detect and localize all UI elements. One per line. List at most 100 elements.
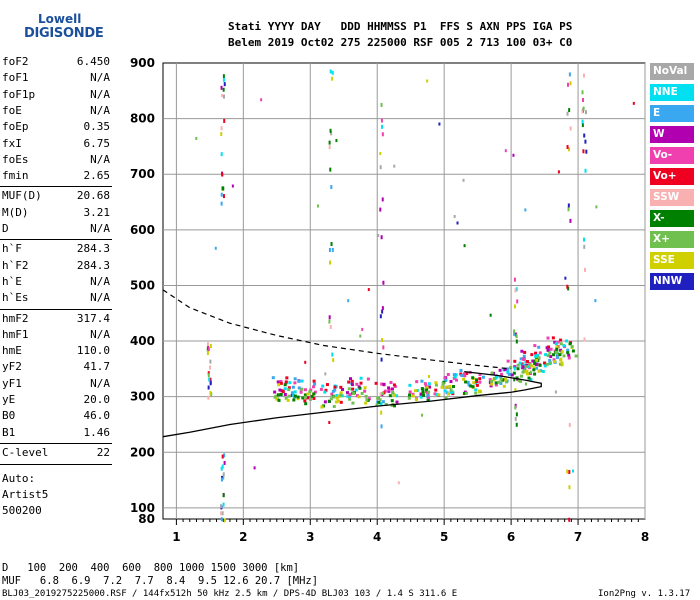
echo-point-x (521, 370, 525, 374)
echo-point-o (284, 380, 288, 384)
echo-point-x (301, 396, 305, 400)
echo-point-noise (328, 421, 331, 425)
echo-point-x (352, 391, 356, 395)
echo-point-o (313, 390, 317, 394)
echo-point-o (522, 354, 526, 358)
echo-point-x (434, 383, 438, 387)
digisonde-logo: Lowell DIGISONDE (10, 8, 104, 56)
echo-point-o (459, 369, 463, 373)
echo-point-x (337, 394, 341, 398)
echo-point-x (516, 367, 520, 371)
echo-point-x (538, 363, 542, 367)
echo-point-noise (581, 90, 584, 95)
echo-point-x (528, 363, 532, 367)
echo-point-o (330, 392, 334, 396)
file-info-footer: BLJ03_2019275225000.RSF / 144fx512h 50 k… (2, 589, 458, 599)
echo-point-o (426, 396, 430, 400)
param-name: foEs (2, 152, 29, 166)
legend-vo-swatch: Vo- (650, 147, 694, 164)
distance-row: D 100 200 400 600 800 1000 1500 3000 [km… (2, 562, 300, 574)
echo-point-noise (331, 70, 334, 75)
echo-point-noise (330, 131, 333, 136)
param-row: M(D) 3.21 (2, 206, 110, 220)
echo-point-noise (328, 247, 331, 252)
echo-point-noise (209, 377, 212, 382)
param-value: 3.21 (83, 205, 111, 219)
y-tick-label: 600 (130, 223, 155, 237)
echo-point-noise (583, 337, 586, 342)
echo-point-o (520, 349, 524, 353)
echo-point-x (533, 362, 537, 366)
echo-point-o (548, 358, 552, 362)
param-value: N/A (90, 222, 110, 235)
param-row: B0 46.0 (2, 409, 110, 423)
param-row: foF1 N/A (2, 71, 110, 85)
echo-point-o (339, 400, 343, 404)
echo-point-noise (381, 197, 384, 202)
echo-point-noise (231, 184, 234, 188)
echo-point-o (297, 386, 301, 390)
echo-point-x (303, 395, 307, 399)
echo-point-x (523, 370, 527, 374)
echo-point-noise (581, 123, 584, 128)
echo-point-noise (380, 118, 383, 123)
echo-point-noise (222, 186, 225, 191)
echo-point-o (411, 392, 415, 396)
echo-point-x (533, 359, 537, 363)
echo-point-o (312, 385, 316, 389)
param-value: N/A (90, 103, 110, 117)
echo-point-noise (207, 385, 210, 390)
echo-point-noise (329, 167, 332, 172)
echo-point-x (472, 381, 476, 385)
echo-point-noise (207, 371, 210, 376)
echo-point-o (506, 367, 510, 371)
echo-point-x (490, 371, 494, 375)
param-name: MUF(D) (2, 189, 42, 203)
echo-point-x (364, 394, 368, 398)
echo-point-x (391, 390, 395, 394)
echo-point-noise (568, 108, 571, 113)
echo-point-x (376, 396, 380, 400)
echo-point-noise (421, 413, 424, 417)
echo-point-noise (566, 82, 569, 87)
echo-point-o (287, 386, 291, 390)
echo-point-noise (515, 422, 518, 427)
echo-point-noise (329, 325, 332, 330)
echo-point-o (478, 377, 482, 381)
param-value: 41.7 (83, 360, 111, 374)
auto-scaling-info: Auto: (2, 472, 36, 486)
echo-point-noise (222, 87, 225, 92)
echo-point-x (329, 397, 333, 401)
echo-point-noise (632, 101, 635, 105)
echo-point-noise (585, 149, 588, 154)
echo-point-o (507, 372, 511, 376)
echo-point-noise (397, 481, 400, 485)
echo-point-o (567, 353, 571, 357)
echo-point-o (312, 379, 316, 383)
echo-point-x (348, 397, 352, 401)
echo-point-noise (584, 168, 587, 173)
echo-point-noise (359, 334, 362, 338)
echo-point-o (423, 382, 427, 386)
param-value: 284.3 (76, 258, 110, 272)
echo-point-x (546, 354, 550, 358)
echo-point-noise (380, 102, 383, 107)
echo-point-o (279, 379, 283, 383)
echo-point-x (364, 401, 368, 405)
echo-point-x (421, 390, 425, 394)
echo-point-o (539, 369, 543, 373)
param-name: C-level (2, 445, 49, 459)
echo-point-o (446, 372, 450, 376)
echo-point-o (293, 377, 297, 381)
echo-point-o (382, 382, 386, 386)
echo-point-x (310, 394, 314, 398)
echo-point-x (293, 394, 297, 398)
echo-point-o (541, 370, 545, 374)
echo-point-o (503, 368, 507, 372)
echo-point-x (560, 361, 564, 365)
param-value: 22 (96, 445, 110, 459)
echo-point-noise (220, 152, 223, 157)
echo-point-o (556, 340, 560, 344)
echo-point-o (544, 353, 548, 357)
